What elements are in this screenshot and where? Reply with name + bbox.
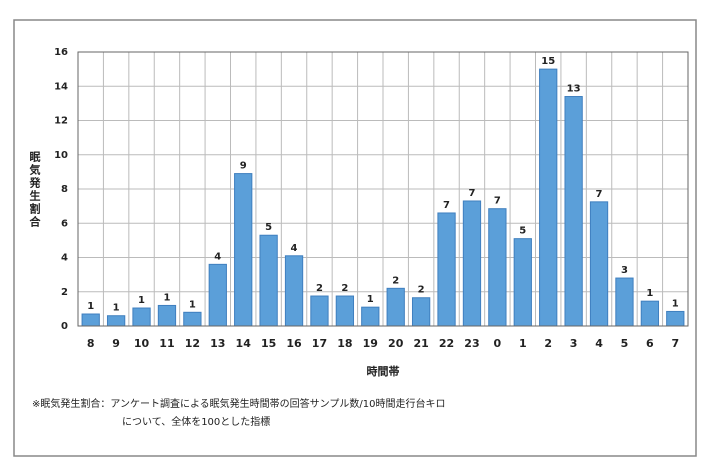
value-label: 2 — [418, 285, 425, 296]
value-label: 2 — [316, 283, 323, 294]
bar — [284, 255, 304, 327]
x-tick-label: 20 — [388, 337, 404, 350]
x-tick-label: 15 — [261, 337, 276, 350]
bar — [386, 287, 405, 327]
y-axis-label: 眠気発生割合 — [28, 151, 42, 229]
x-tick-label: 21 — [413, 337, 428, 350]
bar — [589, 201, 609, 327]
bar — [310, 295, 329, 327]
value-label: 2 — [392, 275, 399, 286]
bar — [183, 311, 202, 327]
x-tick-label: 4 — [595, 337, 603, 350]
x-tick-label: 22 — [439, 337, 454, 350]
value-label: 4 — [291, 243, 298, 254]
x-tick-label: 0 — [494, 337, 502, 350]
value-label: 1 — [163, 292, 170, 303]
bar — [132, 307, 151, 327]
y-tick-label: 0 — [61, 321, 68, 332]
bar — [157, 304, 177, 327]
bar — [81, 313, 100, 327]
value-label: 1 — [87, 301, 94, 312]
x-tick-label: 18 — [337, 337, 352, 350]
y-tick-label: 2 — [61, 287, 68, 298]
bar — [564, 96, 583, 327]
x-tick-label: 16 — [286, 337, 302, 350]
x-tick-label: 5 — [621, 337, 629, 350]
bar — [234, 173, 253, 327]
value-label: 7 — [596, 189, 603, 200]
bar — [361, 306, 380, 327]
x-axis-label: 時間帯 — [367, 364, 400, 378]
x-tick-label: 3 — [570, 337, 578, 350]
value-label: 4 — [214, 251, 221, 262]
x-tick-label: 2 — [544, 337, 552, 350]
value-label: 9 — [240, 161, 247, 172]
value-label: 1 — [189, 299, 196, 310]
value-label: 1 — [672, 298, 679, 309]
value-label: 15 — [541, 56, 555, 67]
bar — [488, 208, 507, 327]
x-tick-label: 12 — [185, 337, 200, 350]
value-label: 1 — [646, 288, 653, 299]
value-label: 7 — [443, 200, 450, 211]
bar — [411, 297, 431, 327]
y-tick-label: 14 — [54, 81, 68, 92]
x-tick-label: 17 — [312, 337, 327, 350]
x-tick-label: 14 — [236, 337, 252, 350]
bar — [640, 300, 660, 327]
x-tick-label: 6 — [646, 337, 654, 350]
bar — [513, 238, 532, 327]
y-tick-label: 12 — [54, 116, 68, 127]
x-tick-label: 13 — [210, 337, 225, 350]
bar — [462, 200, 482, 327]
bar — [615, 277, 634, 327]
bar — [335, 295, 355, 327]
x-tick-label: 11 — [159, 337, 174, 350]
value-label: 1 — [113, 303, 120, 314]
bar — [437, 212, 456, 327]
note-line: について、全体を100とした指標 — [122, 415, 270, 428]
x-tick-label: 23 — [464, 337, 479, 350]
value-label: 2 — [341, 283, 348, 294]
value-label: 3 — [621, 265, 628, 276]
value-label: 5 — [519, 226, 526, 237]
y-tick-label: 8 — [61, 184, 68, 195]
x-tick-label: 1 — [519, 337, 527, 350]
x-tick-label: 9 — [112, 337, 120, 350]
plot-border — [77, 51, 689, 327]
bar — [106, 315, 126, 327]
value-label: 7 — [468, 188, 475, 199]
bar — [259, 234, 278, 327]
y-tick-label: 16 — [54, 47, 68, 58]
bar — [539, 68, 558, 327]
y-tick-label: 10 — [54, 150, 68, 161]
bar — [666, 310, 685, 327]
y-tick-label: 4 — [61, 253, 68, 264]
bar — [208, 263, 227, 327]
value-label: 5 — [265, 222, 272, 233]
x-tick-label: 10 — [134, 337, 150, 350]
note-line: ※眠気発生割合：アンケート調査による眠気発生時間帯の回答サンプル数/10時間走行… — [32, 397, 445, 410]
value-label: 1 — [138, 295, 145, 306]
value-label: 1 — [367, 294, 374, 305]
value-label: 13 — [567, 84, 581, 95]
y-tick-label: 6 — [61, 218, 68, 229]
x-tick-label: 8 — [87, 337, 95, 350]
x-tick-label: 7 — [671, 337, 679, 350]
x-tick-label: 19 — [363, 337, 378, 350]
value-label: 7 — [494, 196, 501, 207]
